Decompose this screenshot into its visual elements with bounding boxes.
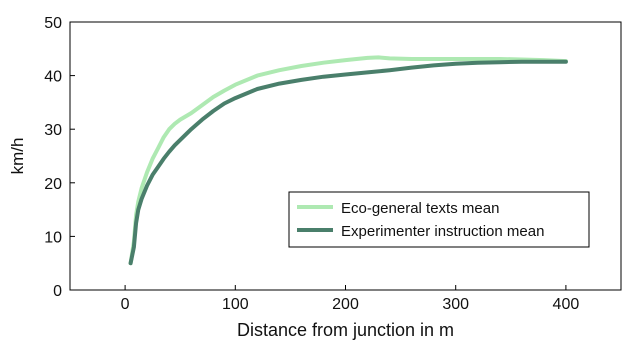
legend: Eco-general texts mean Experimenter instr… [288, 191, 590, 248]
y-tick-label: 50 [44, 15, 62, 32]
legend-label-2: Experimenter instruction mean [341, 223, 544, 240]
y-tick-label: 20 [44, 176, 62, 193]
y-tick-label: 30 [44, 122, 62, 139]
legend-label-1: Eco-general texts mean [341, 200, 499, 217]
x-axis: 0 100 200 300 400 [121, 285, 580, 313]
series-line-2 [128, 59, 568, 266]
y-axis-label: km/h [8, 138, 27, 175]
x-tick-label: 200 [332, 296, 359, 313]
y-tick-label: 10 [44, 229, 62, 246]
series-line-1 [128, 55, 568, 266]
plot-lines [128, 55, 568, 266]
x-tick-label: 100 [222, 296, 249, 313]
x-axis-label: Distance from junction in m [237, 320, 454, 340]
x-tick-label: 0 [121, 296, 130, 313]
y-tick-label: 40 [44, 69, 62, 86]
x-tick-label: 400 [553, 296, 580, 313]
y-tick-label: 0 [53, 283, 62, 300]
legend-box [288, 191, 590, 248]
x-tick-label: 300 [442, 296, 469, 313]
y-axis: 0 10 20 30 40 50 [44, 15, 75, 300]
